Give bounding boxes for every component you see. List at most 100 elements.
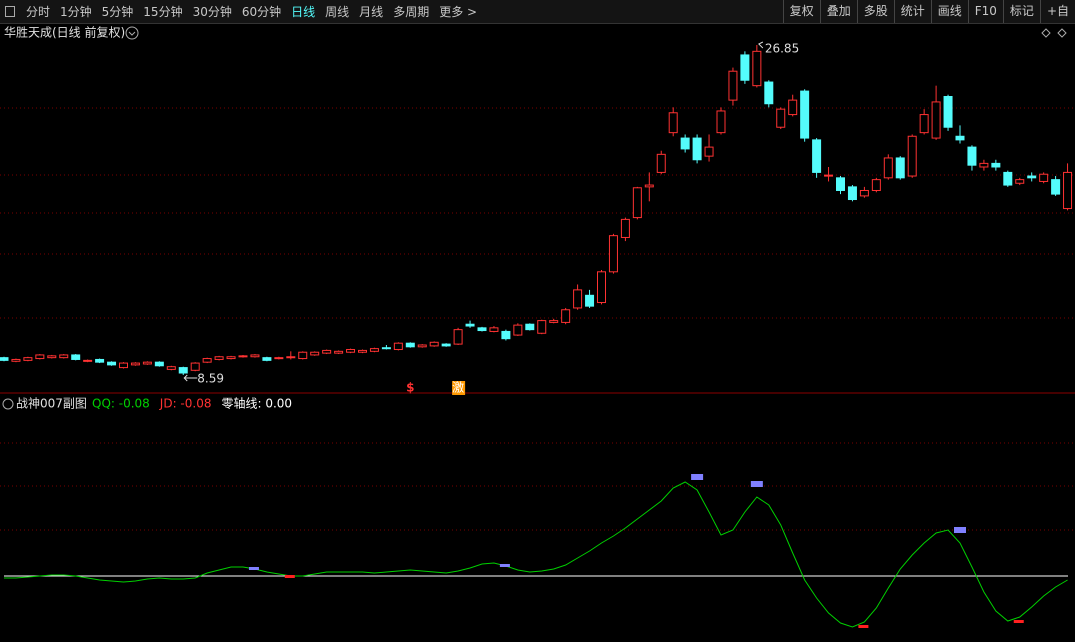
period-tab[interactable]: 60分钟	[241, 5, 282, 19]
period-tab[interactable]: 分时	[26, 5, 51, 19]
expand-icon[interactable]	[1057, 28, 1067, 38]
signal-bar	[954, 527, 966, 533]
candle-body	[274, 357, 284, 360]
period-tab[interactable]: 多周期	[393, 5, 430, 19]
candle-body	[513, 324, 523, 336]
tool-button[interactable]: 标记	[1002, 0, 1040, 23]
signal-mark: 激	[452, 381, 464, 395]
candle-body	[871, 179, 881, 191]
signal-bar	[691, 474, 704, 480]
panel-icon[interactable]	[5, 6, 15, 17]
signal-box	[452, 381, 466, 395]
candle-body	[847, 186, 857, 201]
candle-body	[501, 330, 511, 340]
candle-body	[310, 351, 320, 356]
candle-body	[644, 184, 654, 188]
candle-body	[525, 323, 535, 331]
title-menu[interactable]	[125, 26, 139, 40]
candle-body	[883, 157, 893, 179]
indicator-menu[interactable]	[2, 398, 14, 410]
low-arrow	[183, 374, 198, 382]
tool-button[interactable]: 复权	[782, 0, 820, 23]
candle-body	[573, 289, 583, 309]
period-tab[interactable]: 15分钟	[143, 5, 183, 19]
period-tab[interactable]: 日线	[291, 5, 316, 19]
candle-body	[967, 146, 977, 166]
candle-body	[286, 356, 296, 359]
tool-button[interactable]: 多股	[856, 0, 894, 23]
candles: 26.85 8.59 $ 激	[0, 42, 1073, 395]
candle-body	[346, 349, 356, 353]
candle-body	[11, 358, 21, 362]
signal-bar	[284, 575, 295, 578]
candle-body	[238, 355, 248, 358]
candle-body	[250, 354, 260, 358]
candle-body	[561, 309, 571, 323]
candle-body	[429, 341, 439, 347]
candle-body	[262, 357, 272, 361]
candle-body	[979, 162, 989, 168]
candle-body	[166, 366, 176, 370]
candle-body	[142, 361, 152, 365]
low-label: 8.59	[197, 372, 224, 386]
indicator: QQ: -0.08 JD: -0.08 零轴线: 0.00	[4, 396, 1068, 628]
candle-body	[800, 90, 810, 139]
period-tab[interactable]: 30分钟	[192, 5, 232, 19]
candle-body	[608, 235, 618, 273]
candle-body	[190, 362, 200, 371]
signal-bar	[499, 564, 510, 567]
tool-button[interactable]: 统计	[893, 0, 931, 23]
toolbar: 分时 1分钟 5分钟 15分钟 30分钟 60分钟 日线 周线 月线 多周期 更多 > 复权 叠加 多股…	[0, 0, 1075, 24]
signal-mark: $	[406, 381, 414, 395]
candle-body	[453, 329, 463, 345]
candle-body	[764, 81, 774, 105]
candle-body	[381, 347, 391, 350]
candle-body	[692, 137, 702, 161]
candle-body	[154, 361, 164, 367]
tool-button[interactable]: 画线	[930, 0, 968, 23]
tool-buttons: 复权 叠加 多股 统计 画线 F10 标记 +自	[782, 0, 1075, 23]
pin-icon[interactable]	[1041, 28, 1051, 38]
candle-body	[620, 218, 630, 238]
candle-body	[334, 350, 344, 354]
period-tab[interactable]: 1分钟	[60, 5, 92, 19]
candle-body	[931, 101, 941, 139]
candle-body	[656, 153, 666, 173]
high-label: 26.85	[765, 42, 799, 56]
candle-body	[704, 146, 714, 157]
period-tab[interactable]: 5分钟	[101, 5, 134, 19]
candle-body	[298, 351, 308, 360]
indicator-legend: 零轴线: 0.00	[221, 396, 292, 411]
candle-body	[955, 135, 965, 141]
candle-body	[107, 361, 117, 366]
candle-body	[632, 187, 642, 219]
candle-body	[322, 349, 332, 354]
stock-title: 华胜天成(日线 前复权)	[4, 25, 125, 40]
candle-body	[119, 362, 128, 369]
period-tab[interactable]: 更多 >	[439, 5, 478, 19]
period-tab[interactable]: 月线	[359, 5, 384, 19]
candle-body	[788, 99, 798, 116]
candle-body	[907, 135, 917, 177]
tool-button[interactable]: 叠加	[819, 0, 857, 23]
candle-body	[740, 54, 750, 81]
candle-body	[405, 342, 415, 348]
candle-body	[226, 356, 236, 360]
signal-bar	[248, 567, 259, 570]
candle-body	[369, 348, 379, 352]
tool-button[interactable]: F10	[967, 0, 1003, 23]
candle-body	[35, 354, 45, 360]
period-tab[interactable]: 周线	[325, 5, 350, 19]
candle-body	[1039, 173, 1049, 182]
candle-body	[202, 358, 212, 363]
candle-body	[668, 112, 678, 134]
candle-body	[680, 137, 690, 150]
candle-body	[859, 189, 869, 197]
period-tabs: 分时 1分钟 5分钟 15分钟 30分钟 60分钟 日线 周线 月线 多周期 更多 >	[21, 3, 482, 20]
indicator-legend: JD: -0.08	[159, 397, 212, 411]
candle-body	[83, 359, 93, 362]
candle-body	[728, 70, 738, 101]
signal-bar	[1013, 620, 1024, 623]
candle-body	[178, 367, 188, 374]
tool-button[interactable]: +自	[1039, 0, 1075, 23]
